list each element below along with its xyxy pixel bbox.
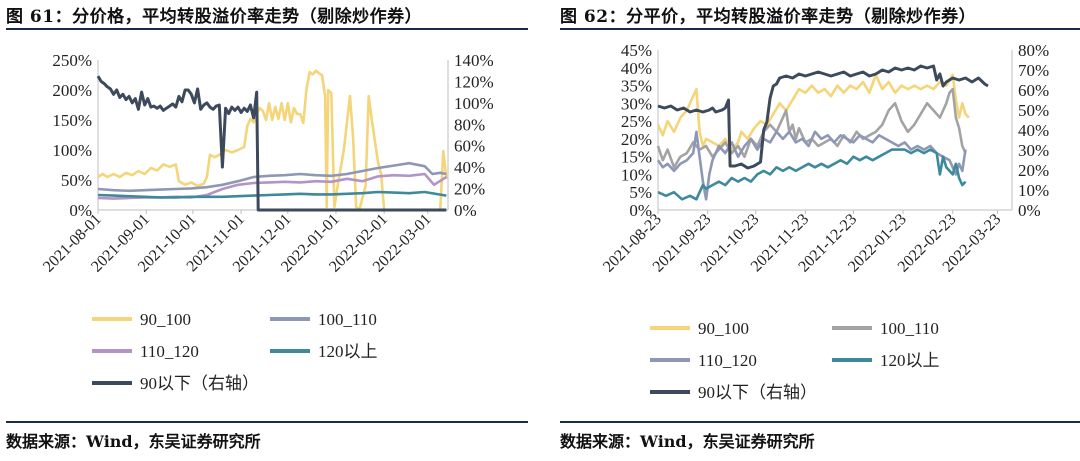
y-tick-label-right: 10% (1018, 181, 1049, 200)
chart-title: 图 61：分价格，平均转股溢价率走势（剔除炒作券） (6, 7, 423, 27)
legend-label: 100_110 (318, 310, 377, 329)
legend-label: 90_100 (698, 319, 749, 338)
data-source-note: 数据来源：Wind，东吴证券研究所 (6, 432, 261, 451)
y-tick-label-left: 35% (621, 77, 652, 96)
legend-label: 110_120 (698, 351, 757, 370)
legend-label: 120以上 (880, 351, 940, 370)
y-tick-label-left: 5% (629, 183, 652, 202)
y-tick-label-left: 25% (621, 112, 652, 131)
legend-label: 110_120 (140, 342, 199, 361)
y-tick-label-left: 30% (621, 94, 652, 113)
y-tick-label-right: 80% (454, 115, 485, 134)
series-line (657, 64, 989, 170)
y-tick-label-right: 100% (454, 94, 494, 113)
series-line (656, 87, 967, 169)
series-line (656, 130, 967, 201)
y-tick-label-left: 50% (61, 171, 92, 190)
legend-label: 90以下（右轴） (140, 374, 259, 393)
y-tick-label-left: 0% (629, 201, 652, 220)
y-tick-label-left: 100% (52, 141, 92, 160)
source-divider (6, 421, 528, 423)
y-tick-label-right: 20% (454, 180, 485, 199)
y-tick-label-right: 120% (454, 72, 494, 91)
series-line (657, 148, 967, 201)
y-tick-label-left: 250% (52, 51, 92, 70)
series-line (656, 73, 970, 151)
legend-label: 120以上 (318, 342, 378, 361)
y-tick-label-right: 140% (454, 51, 494, 70)
y-tick-label-right: 20% (1018, 161, 1049, 180)
chart-panel-right: 图 62：分平价，平均转股溢价率走势（剔除炒作券） 0% 5% 10% 15% 20% 2… (560, 0, 1080, 461)
series-line (96, 75, 447, 212)
data-source-note: 数据来源：Wind，东吴证券研究所 (560, 432, 815, 451)
y-tick-label-right: 80% (1018, 41, 1049, 60)
y-tick-label-right: 0% (454, 201, 477, 220)
y-tick-label-left: 15% (621, 148, 652, 167)
y-tick-label-right: 60% (1018, 81, 1049, 100)
series-line (97, 161, 447, 193)
y-tick-label-left: 200% (52, 81, 92, 100)
y-tick-label-right: 40% (1018, 121, 1049, 140)
y-tick-label-right: 60% (454, 137, 485, 156)
legend-label: 90以下（右轴） (698, 383, 817, 402)
y-tick-label-right: 70% (1018, 61, 1049, 80)
y-tick-label-left: 10% (621, 165, 652, 184)
y-tick-label-left: 45% (621, 41, 652, 60)
y-tick-label-left: 40% (621, 59, 652, 78)
title-divider (6, 28, 528, 30)
y-tick-label-left: 20% (621, 130, 652, 149)
premium-by-price-chart: 0% 50% 100% 150% 200% 250% 0% 20% 40% 60% 80% 100% 1… (40, 51, 494, 393)
legend-label: 100_110 (880, 319, 939, 338)
chart-panel-left: 图 61：分价格，平均转股溢价率走势（剔除炒作券） 0% 50% 100% 150% 2… (6, 0, 528, 461)
legend-label: 90_100 (140, 310, 191, 329)
y-tick-label-right: 0% (1018, 201, 1041, 220)
y-tick-label-left: 0% (69, 201, 92, 220)
title-divider (560, 28, 1080, 30)
y-tick-label-right: 40% (454, 158, 485, 177)
series-line (97, 69, 448, 212)
series-line (97, 190, 447, 199)
y-tick-label-left: 150% (52, 111, 92, 130)
chart-title: 图 62：分平价，平均转股溢价率走势（剔除炒作券） (560, 7, 977, 27)
y-tick-label-right: 50% (1018, 101, 1049, 120)
source-divider (560, 421, 1080, 423)
premium-by-parity-chart: 0%5%10%15%20%25%30%35%40%45%0%10%20%30%4… (600, 41, 1049, 402)
y-tick-label-right: 30% (1018, 141, 1049, 160)
